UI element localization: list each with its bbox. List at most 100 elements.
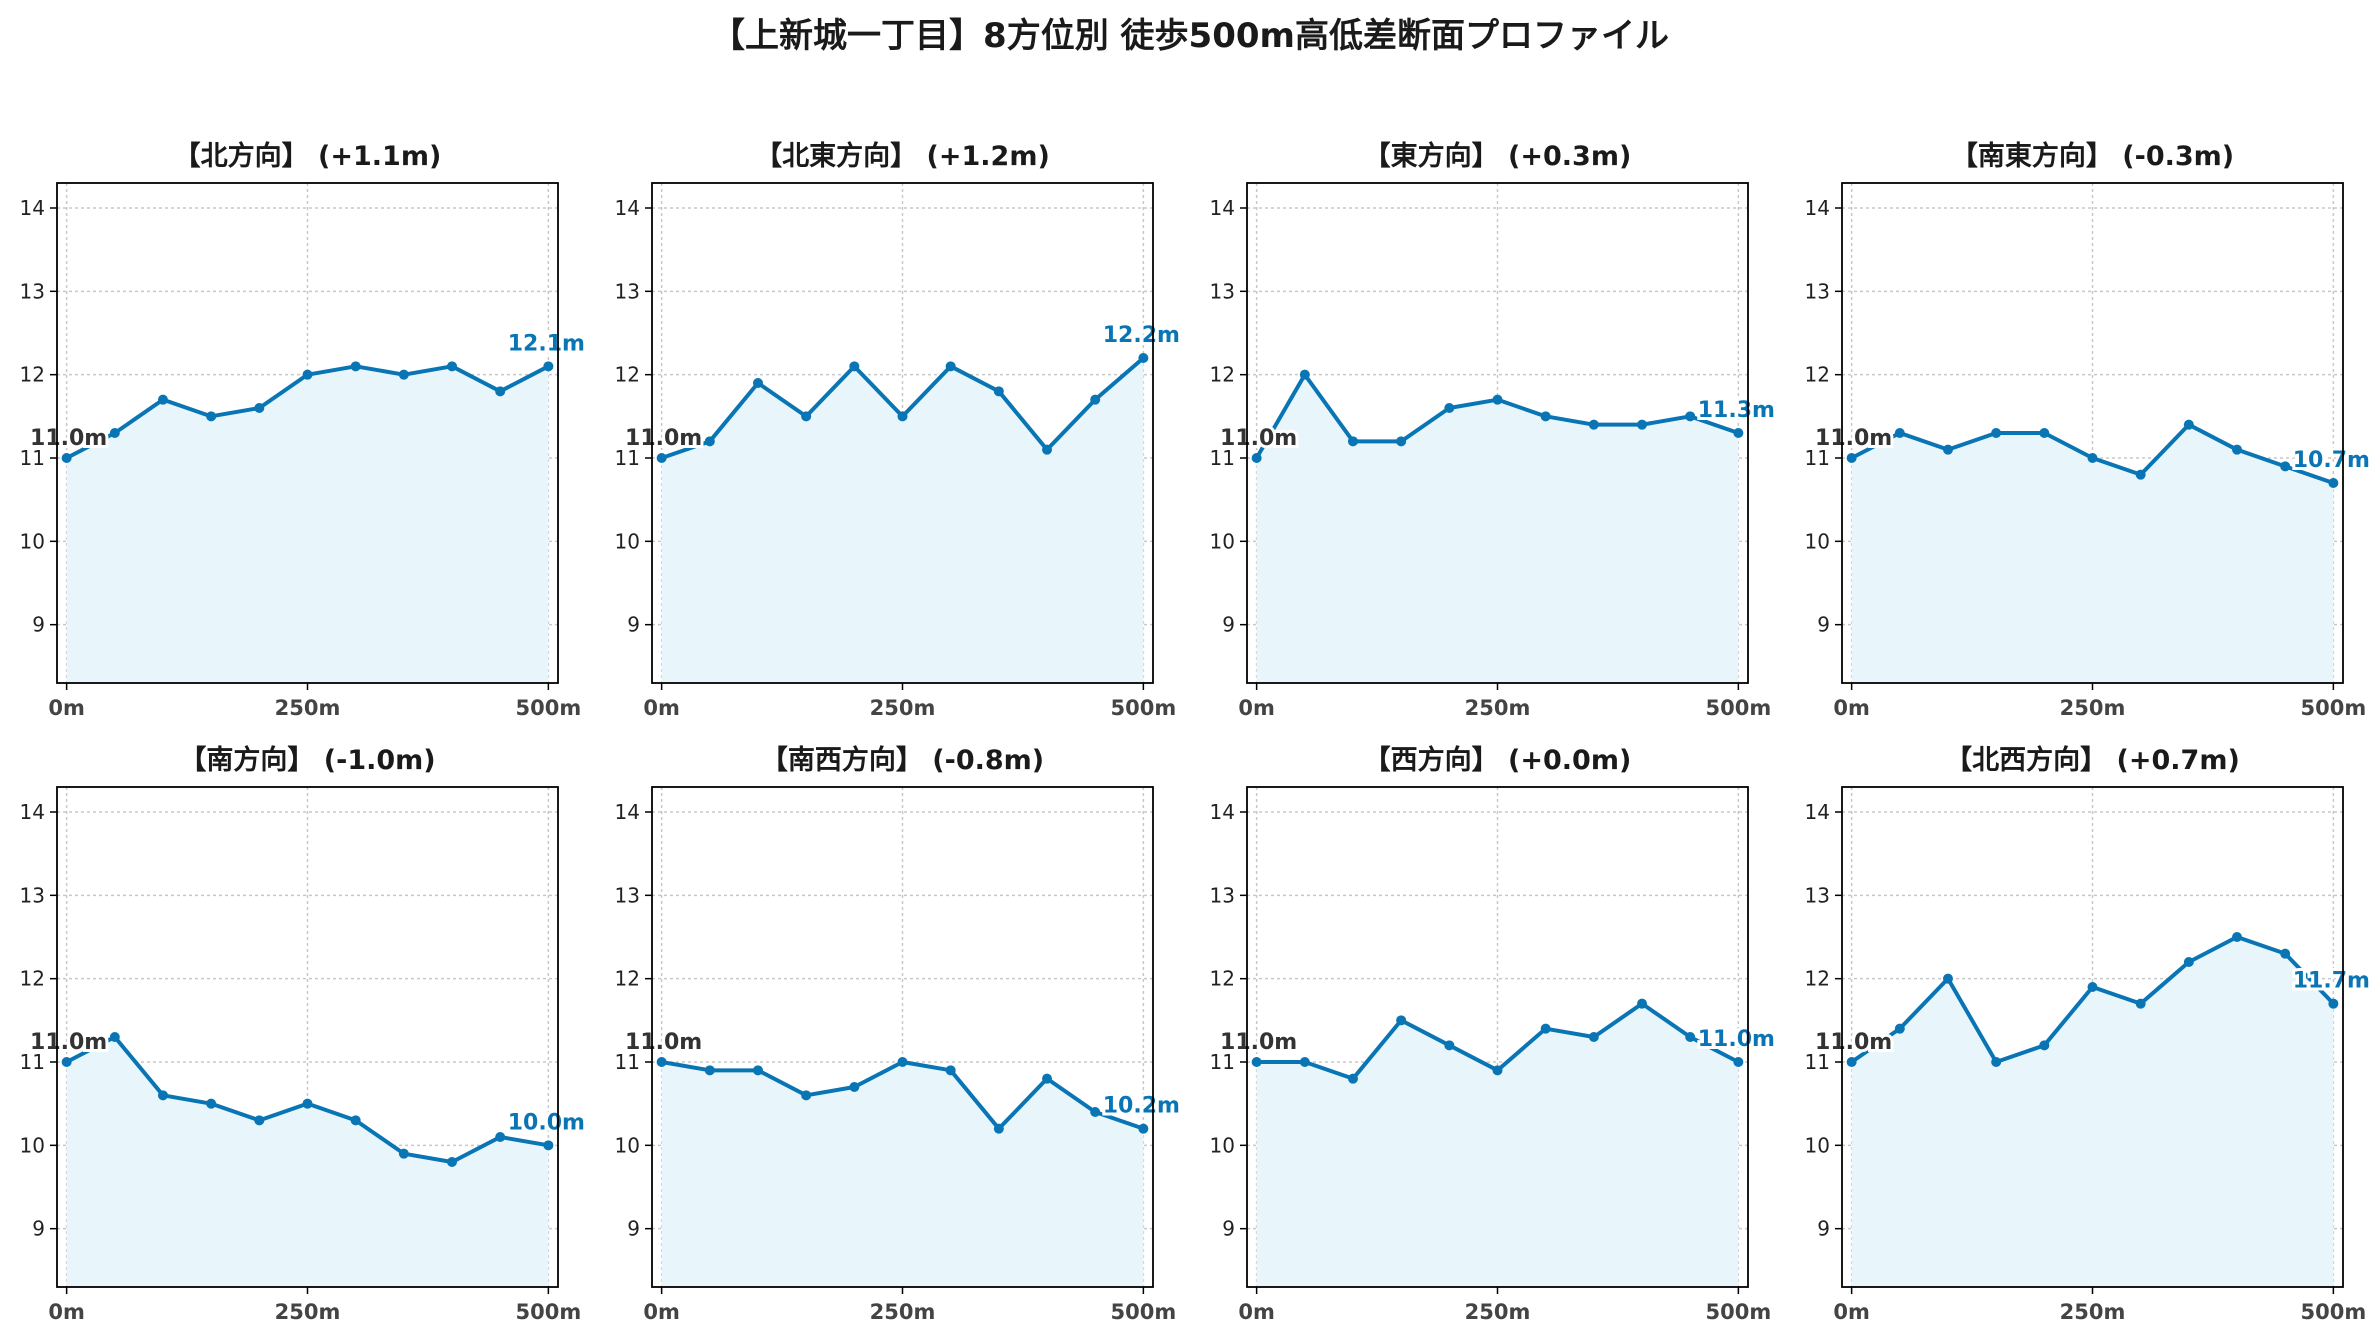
data-point (2087, 453, 2098, 463)
data-point (1396, 436, 1407, 447)
subplot-6: 【西方向】 (+0.0m) 11.0m 11.0m 9 10 11 12 13 14 0m 250m… (1210, 744, 1778, 1324)
data-point (2328, 478, 2339, 488)
subplot-4: 【南方向】 (-1.0m) 11.0m 10.0m 9 10 11 12 13 14 0m 250m… (20, 744, 588, 1324)
x-tick-label: 250m (275, 696, 341, 720)
data-point (109, 428, 120, 438)
y-tick-label: 9 (32, 1217, 45, 1241)
data-point (752, 378, 763, 388)
end-value-label: 10.0m (508, 1110, 585, 1135)
data-point (1733, 1057, 1744, 1067)
y-tick-label: 11 (1805, 446, 1830, 470)
y-tick-label: 11 (1805, 1050, 1830, 1074)
y-tick-label: 9 (1222, 1217, 1235, 1241)
subplot-2: 【東方向】 (+0.3m) 11.0m 11.3m 9 10 11 12 13 14 0m 250m… (1210, 140, 1778, 720)
data-point (2328, 998, 2339, 1009)
x-tick-label: 0m (643, 696, 680, 720)
x-tick-label: 500m (2301, 1300, 2367, 1324)
data-point (254, 403, 265, 413)
data-point (1540, 411, 1551, 422)
x-tick-label: 0m (643, 1300, 680, 1324)
data-point (1251, 453, 1262, 463)
y-tick-label: 12 (1210, 363, 1235, 387)
x-tick-label: 0m (1238, 1300, 1275, 1324)
data-point (109, 1032, 120, 1042)
x-tick-label: 500m (1111, 1300, 1177, 1324)
x-tick-label: 500m (2301, 696, 2367, 720)
data-point (157, 394, 168, 405)
start-value-label: 11.0m (625, 426, 702, 451)
data-point (495, 1132, 506, 1142)
subplot-title: 【北西方向】 (+0.7m) (1945, 744, 2240, 776)
y-tick-label: 9 (627, 1217, 640, 1241)
data-point (447, 1157, 458, 1167)
y-tick-label: 14 (615, 800, 640, 824)
data-point (2280, 461, 2291, 472)
start-value-label: 11.0m (30, 1030, 107, 1055)
y-tick-label: 13 (20, 883, 45, 907)
area-fill (661, 358, 1144, 683)
subplot-title: 【西方向】 (+0.0m) (1364, 744, 1632, 776)
data-point (704, 436, 715, 447)
y-tick-label: 9 (1222, 613, 1235, 637)
data-point (1090, 1107, 1101, 1117)
x-tick-label: 0m (48, 696, 85, 720)
x-tick-label: 250m (1465, 1300, 1531, 1324)
y-tick-label: 12 (1210, 967, 1235, 991)
x-tick-label: 500m (1111, 696, 1177, 720)
y-tick-label: 12 (1805, 967, 1830, 991)
y-tick-label: 14 (1805, 800, 1830, 824)
data-point (993, 386, 1004, 397)
y-tick-label: 10 (20, 1133, 45, 1157)
data-point (1444, 403, 1455, 413)
data-point (2232, 444, 2243, 455)
data-point (2135, 469, 2146, 480)
y-tick-label: 11 (615, 1050, 640, 1074)
data-point (302, 369, 313, 380)
y-tick-label: 10 (1805, 529, 1830, 553)
subplot-title: 【南方向】 (-1.0m) (179, 744, 435, 776)
x-tick-label: 0m (1833, 1300, 1870, 1324)
data-point (1299, 369, 1310, 380)
start-value-label: 11.0m (625, 1030, 702, 1055)
y-tick-label: 9 (1817, 613, 1830, 637)
start-value-label: 11.0m (1815, 1030, 1892, 1055)
y-tick-label: 13 (615, 279, 640, 303)
y-tick-label: 14 (20, 800, 45, 824)
x-tick-label: 0m (48, 1300, 85, 1324)
data-point (1733, 428, 1744, 438)
data-point (1588, 419, 1599, 430)
data-point (1347, 1073, 1358, 1084)
start-value-label: 11.0m (1220, 1030, 1297, 1055)
x-tick-label: 250m (2060, 1300, 2126, 1324)
data-point (1637, 419, 1648, 430)
area-fill (1851, 937, 2334, 1287)
y-tick-label: 11 (1210, 446, 1235, 470)
x-tick-label: 250m (2060, 696, 2126, 720)
data-point (1685, 1032, 1696, 1042)
data-point (350, 1115, 361, 1126)
data-point (2183, 419, 2194, 430)
y-tick-label: 13 (20, 279, 45, 303)
subplot-5: 【南西方向】 (-0.8m) 11.0m 10.2m 9 10 11 12 13 14 0m 250… (615, 744, 1183, 1324)
end-value-label: 10.2m (1103, 1094, 1180, 1119)
end-value-label: 12.2m (1103, 323, 1180, 348)
subplot-title: 【南東方向】 (-0.3m) (1951, 140, 2234, 172)
data-point (752, 1065, 763, 1076)
data-point (1685, 411, 1696, 422)
data-point (1637, 998, 1648, 1009)
data-point (801, 411, 812, 422)
y-tick-label: 12 (20, 967, 45, 991)
y-tick-label: 12 (20, 363, 45, 387)
x-tick-label: 250m (870, 1300, 936, 1324)
data-point (398, 1148, 409, 1159)
x-tick-label: 0m (1833, 696, 1870, 720)
data-point (1042, 444, 1053, 455)
data-point (1846, 453, 1857, 463)
area-fill (1851, 424, 2334, 683)
data-point (1138, 1123, 1149, 1134)
data-point (1492, 1065, 1503, 1076)
start-value-label: 11.0m (1815, 426, 1892, 451)
x-tick-label: 500m (1706, 696, 1772, 720)
data-point (206, 411, 217, 422)
